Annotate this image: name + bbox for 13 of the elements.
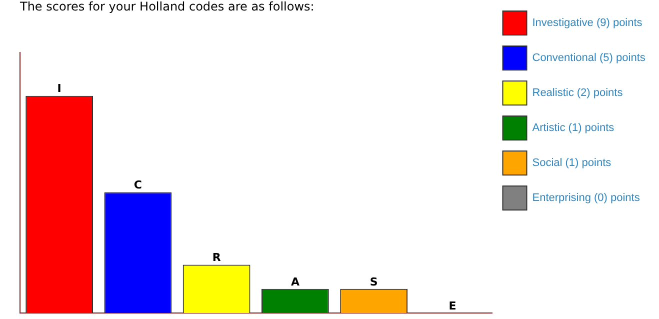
legend-label: Social (1) points xyxy=(532,157,612,170)
x-tick-label: E xyxy=(448,299,456,312)
legend-label: Investigative (9) points xyxy=(532,17,643,30)
x-tick-label: A xyxy=(290,275,300,288)
legend-label: Conventional (5) points xyxy=(532,52,646,64)
legend-label: Enterprising (0) points xyxy=(532,192,640,204)
x-tick-label: C xyxy=(134,178,142,192)
x-tick-label: R xyxy=(212,251,222,264)
chart-title: The scores for your Holland codes are as follows: xyxy=(19,0,314,14)
x-tick-label: S xyxy=(370,275,378,288)
legend-label: Realistic (2) points xyxy=(532,87,624,100)
legend-label: Artistic (1) points xyxy=(532,122,615,134)
x-tick-label: I xyxy=(57,82,62,96)
